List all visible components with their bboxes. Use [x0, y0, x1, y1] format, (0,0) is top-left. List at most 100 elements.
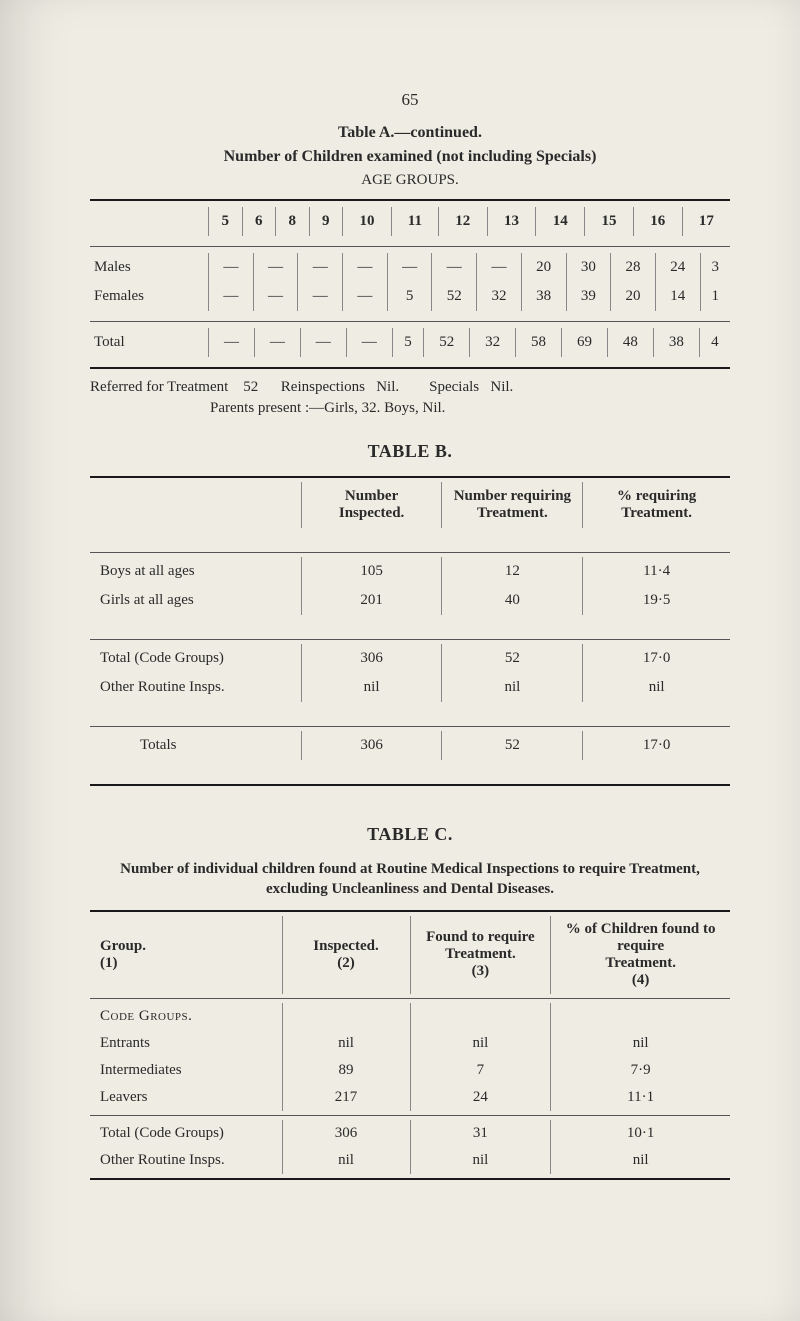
- table-row: Boys at all ages 105 12 11·4: [90, 557, 730, 586]
- table-row: Girls at all ages 201 40 19·5: [90, 586, 730, 615]
- referred-line: Referred for Treatment 52 Reinspections …: [90, 379, 730, 396]
- table-c-title: TABLE C.: [90, 824, 730, 845]
- page-number: 65: [90, 90, 730, 110]
- referred-subline: Parents present :—Girls, 32. Boys, Nil.: [90, 400, 730, 417]
- cell: —: [298, 253, 343, 282]
- row-label: Total (Code Groups): [90, 644, 301, 673]
- table-row: Males — — — — — — — 20 30 28 24 3: [90, 253, 730, 282]
- age-col: 16: [633, 207, 682, 236]
- row-label: Other Routine Insps.: [90, 673, 301, 702]
- age-col: 15: [585, 207, 634, 236]
- rule: [90, 476, 730, 478]
- age-col: 17: [682, 207, 730, 236]
- cell: 201: [301, 586, 442, 615]
- rule: [90, 998, 730, 999]
- cell: 1: [700, 282, 730, 311]
- cell: 38: [653, 328, 699, 357]
- cell: —: [300, 328, 346, 357]
- age-col: 11: [391, 207, 438, 236]
- cell: nil: [442, 673, 583, 702]
- cell: 52: [424, 328, 470, 357]
- col-header: [90, 482, 301, 528]
- table-row: Other Routine Insps. nil nil nil: [90, 673, 730, 702]
- table-row: Totals 306 52 17·0: [90, 731, 730, 760]
- rule: [90, 726, 730, 727]
- cell: 32: [470, 328, 516, 357]
- cell: —: [209, 253, 254, 282]
- rule: [90, 1115, 730, 1116]
- cell: 38: [521, 282, 566, 311]
- rule: [90, 246, 730, 247]
- table-a-caption-1: Table A.—continued.: [90, 124, 730, 142]
- cell: 14: [655, 282, 700, 311]
- table-a-total: Total — — — — 5 52 32 58 69 48 38 4: [90, 328, 730, 357]
- row-label: Totals: [90, 731, 301, 760]
- rule: [90, 199, 730, 201]
- table-row: Total — — — — 5 52 32 58 69 48 38 4: [90, 328, 730, 357]
- col-header: % requiring Treatment.: [583, 482, 730, 528]
- row-label: Males: [90, 253, 209, 282]
- cell: 19·5: [583, 586, 730, 615]
- col-header-num: (2): [293, 955, 400, 972]
- col-header-top: Found to require: [421, 929, 541, 946]
- cell: 39: [566, 282, 611, 311]
- row-label: Intermediates: [90, 1057, 282, 1084]
- col-header: Number Inspected.: [301, 482, 442, 528]
- table-a-caption-3: AGE GROUPS.: [90, 172, 730, 189]
- cell: —: [343, 253, 388, 282]
- cell: —: [209, 282, 254, 311]
- age-col: 14: [536, 207, 585, 236]
- age-col: 10: [343, 207, 392, 236]
- table-b-body2: Total (Code Groups) 306 52 17·0 Other Ro…: [90, 644, 730, 702]
- table-a: 5 6 8 9 10 11 12 13 14 15 16 17: [90, 207, 730, 236]
- table-c-caption: Number of individual children found at R…: [120, 859, 700, 900]
- row-label: Entrants: [90, 1030, 282, 1057]
- table-a-caption-2: Number of Children examined (not includi…: [90, 148, 730, 166]
- col-header-num: (3): [421, 963, 541, 980]
- cell: 11·4: [583, 557, 730, 586]
- referred-prefix: Referred for Treatment: [90, 379, 228, 395]
- table-row: Entrants nil nil nil: [90, 1030, 730, 1057]
- rule: [90, 910, 730, 912]
- cell: —: [387, 253, 432, 282]
- table-a-body: Males — — — — — — — 20 30 28 24 3 Female…: [90, 253, 730, 311]
- col-header-bottom: Treatment.: [561, 955, 720, 972]
- cell: —: [254, 328, 300, 357]
- age-col: 9: [309, 207, 343, 236]
- cell: 32: [477, 282, 522, 311]
- cell: nil: [410, 1147, 551, 1174]
- cell: 40: [442, 586, 583, 615]
- cell: 24: [410, 1084, 551, 1111]
- cell: 306: [282, 1120, 410, 1147]
- cell: 17·0: [583, 731, 730, 760]
- table-c-body: Code Groups. Entrants nil nil nil Interm…: [90, 1003, 730, 1111]
- reinspections-label: Reinspections: [281, 379, 365, 395]
- row-label: Leavers: [90, 1084, 282, 1111]
- cell: —: [209, 328, 255, 357]
- rule: [90, 321, 730, 322]
- cell: 12: [442, 557, 583, 586]
- age-col: 12: [438, 207, 487, 236]
- col-header-bottom: Inspected.: [293, 938, 400, 955]
- cell: 31: [410, 1120, 551, 1147]
- cell: nil: [282, 1030, 410, 1057]
- cell: nil: [551, 1147, 730, 1174]
- reinspections-value: Nil.: [376, 379, 399, 395]
- row-label: Girls at all ages: [90, 586, 301, 615]
- cell: 20: [611, 282, 656, 311]
- table-b-totals: Totals 306 52 17·0: [90, 731, 730, 760]
- col-header-bottom: Group.: [100, 938, 272, 955]
- cell: 30: [566, 253, 611, 282]
- row-label: Females: [90, 282, 209, 311]
- table-row: Leavers 217 24 11·1: [90, 1084, 730, 1111]
- cell: nil: [551, 1030, 730, 1057]
- cell: 17·0: [583, 644, 730, 673]
- row-label: Other Routine Insps.: [90, 1147, 282, 1174]
- rule: [90, 1178, 730, 1180]
- table-row: Total (Code Groups) 306 52 17·0: [90, 644, 730, 673]
- cell: —: [253, 282, 298, 311]
- age-col: 6: [242, 207, 276, 236]
- table-c-header: Group. (1) Inspected. (2) Found to requi…: [90, 916, 730, 994]
- age-col: 13: [487, 207, 536, 236]
- table-row: Females — — — — 5 52 32 38 39 20 14 1: [90, 282, 730, 311]
